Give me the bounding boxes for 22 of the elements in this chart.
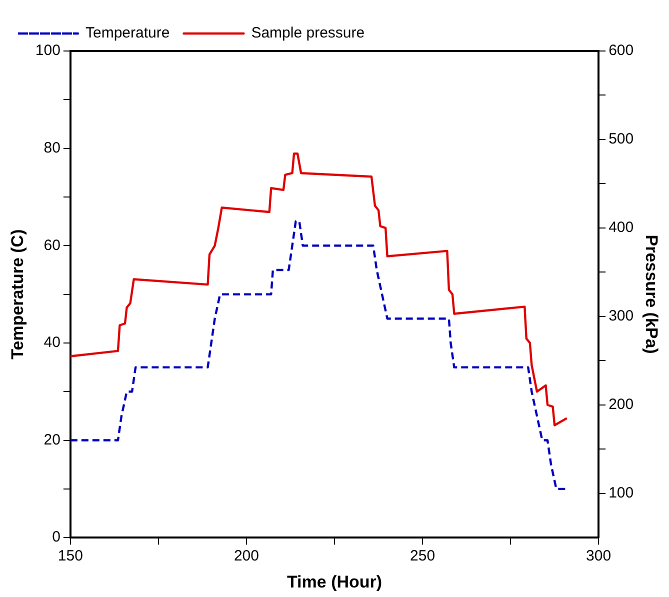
- legend-label: Sample pressure: [251, 24, 365, 42]
- y-tick-label: 100: [35, 42, 60, 60]
- y-tick-label: 60: [44, 236, 60, 254]
- y2-tick-label: 500: [608, 130, 634, 148]
- y-axis-title: Temperature (C): [8, 229, 27, 360]
- x-axis-title: Time (Hour): [286, 572, 382, 592]
- y-tick-label: 0: [52, 528, 60, 546]
- y2-tick-label: 400: [608, 219, 634, 236]
- y-tick-label: 80: [44, 139, 60, 156]
- x-tick-label: 250: [410, 548, 436, 565]
- y-tick-label: 40: [44, 334, 60, 352]
- y2-tick-label: 200: [608, 396, 634, 414]
- x-tick-label: 200: [234, 548, 259, 565]
- legend-label: Temperature: [86, 24, 170, 42]
- y2-tick-label: 300: [608, 308, 634, 325]
- y2-tick-label: 600: [608, 42, 634, 60]
- x-tick-label: 150: [58, 548, 83, 565]
- y2-axis-title: Pressure (kPa): [642, 234, 662, 354]
- line-series: [70, 220, 568, 490]
- y-tick-label: 20: [44, 431, 60, 448]
- x-tick-label: 300: [586, 548, 612, 565]
- y2-tick-label: 100: [608, 484, 634, 502]
